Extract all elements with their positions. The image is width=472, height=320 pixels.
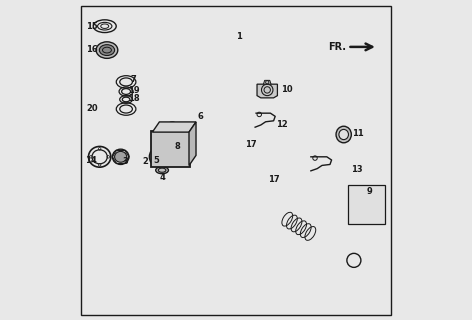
- Bar: [348, 186, 385, 224]
- Text: 7: 7: [131, 75, 136, 84]
- Text: 12: 12: [276, 120, 288, 129]
- Text: 15: 15: [86, 22, 98, 31]
- Ellipse shape: [112, 149, 129, 164]
- Polygon shape: [263, 80, 271, 84]
- Ellipse shape: [115, 151, 126, 162]
- Circle shape: [160, 139, 178, 158]
- Text: 20: 20: [86, 104, 98, 113]
- Text: 17: 17: [269, 175, 280, 184]
- Text: 19: 19: [127, 86, 139, 95]
- Text: 11: 11: [352, 129, 363, 138]
- FancyBboxPatch shape: [152, 131, 190, 166]
- Text: 1: 1: [236, 32, 242, 41]
- Text: 13: 13: [351, 165, 362, 174]
- Ellipse shape: [96, 42, 118, 58]
- Text: 8: 8: [174, 142, 180, 151]
- Text: 18: 18: [127, 94, 139, 103]
- Polygon shape: [189, 122, 196, 165]
- Circle shape: [165, 122, 179, 136]
- Ellipse shape: [336, 126, 351, 143]
- Text: 10: 10: [281, 85, 293, 94]
- Text: 3: 3: [122, 157, 128, 166]
- Text: 14: 14: [85, 156, 97, 165]
- Text: 6: 6: [197, 112, 203, 121]
- Text: 16: 16: [86, 44, 98, 54]
- Text: 17: 17: [245, 140, 257, 149]
- Text: 2: 2: [142, 157, 148, 166]
- Text: 9: 9: [367, 187, 373, 196]
- Text: 4: 4: [160, 173, 166, 182]
- Ellipse shape: [156, 167, 169, 174]
- Ellipse shape: [339, 129, 348, 140]
- Polygon shape: [257, 84, 278, 98]
- Polygon shape: [152, 122, 196, 132]
- Text: 5: 5: [153, 156, 159, 164]
- Text: FR.: FR.: [328, 42, 346, 52]
- Circle shape: [163, 143, 175, 155]
- Ellipse shape: [99, 45, 115, 55]
